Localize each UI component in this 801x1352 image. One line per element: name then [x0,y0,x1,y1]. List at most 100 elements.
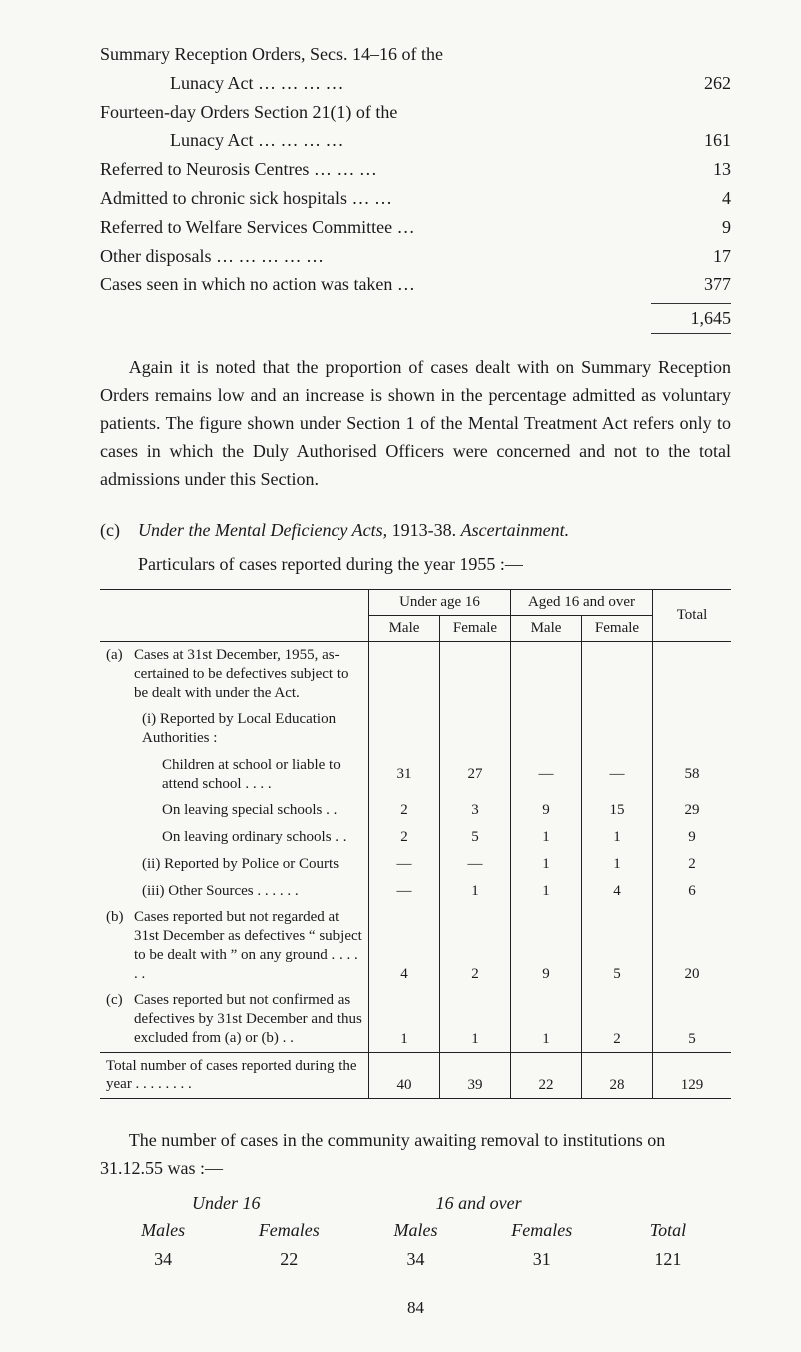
cell: 4 [582,878,653,905]
summary-item-value: 377 [671,270,731,299]
col-label: Females [226,1220,352,1241]
page: Summary Reception Orders, Secs. 14–16 of… [0,0,801,1352]
row-text: (ii) Reported by Police or Courts [106,855,362,874]
row-text: Cases reported but not regarded at 31st … [134,908,362,983]
table-row: (i) Reported by Local Education Authorit… [100,706,731,752]
row-text: Children at school or liable to attend s… [106,756,362,794]
cell: 3 [440,797,511,824]
table-row: (iii) Other Sources . . . . . . — 1 1 4 … [100,878,731,905]
row-tag: (b) [106,908,128,983]
col-value: 34 [352,1249,478,1270]
cell: 2 [653,851,732,878]
summary-list: Summary Reception Orders, Secs. 14–16 of… [100,40,731,334]
summary-item-label: Admitted to chronic sick hospitals … … [100,184,671,213]
summary-item: Cases seen in which no action was taken … [100,270,731,299]
col-label: Males [100,1220,226,1241]
cell: 9 [653,824,732,851]
cell: 22 [511,1052,582,1099]
row-text: On leaving special schools . . [106,801,362,820]
row-text: (i) Reported by Local Education Authorit… [106,710,362,748]
summary-item: Referred to Welfare Services Committee …… [100,213,731,242]
summary-item-label: Cases seen in which no action was taken … [100,270,671,299]
col-value: 31 [479,1249,605,1270]
summary-item: Fourteen-day Orders Section 21(1) of the [100,98,731,127]
section-c-subtitle: Particulars of cases reported during the… [100,550,731,579]
section-c-tag: (c) [100,516,128,545]
table-row: Children at school or liable to attend s… [100,752,731,798]
cell: — [440,851,511,878]
summary-item: Lunacy Act … … … … 161 [100,126,731,155]
summary-item: Other disposals … … … … … 17 [100,242,731,271]
cell: 27 [440,752,511,798]
summary-item-label: Lunacy Act … … … … [100,69,671,98]
cell: 2 [369,797,440,824]
cell: 40 [369,1052,440,1099]
cell: 1 [440,878,511,905]
section-c-title-italic-2: Ascertainment. [461,520,569,540]
cell: — [369,878,440,905]
cell: 5 [440,824,511,851]
summary-item: Admitted to chronic sick hospitals … … 4 [100,184,731,213]
table-header-total: Total [653,590,732,642]
cell: 6 [653,878,732,905]
table-row: On leaving ordinary schools . . 2 5 1 1 … [100,824,731,851]
summary-item-label: Referred to Neurosis Centres … … … [100,155,671,184]
col-value: 121 [605,1249,731,1270]
table-header-under16: Under age 16 [369,590,511,616]
cell: 31 [369,752,440,798]
table-row: (a) Cases at 31st December, 1955, as­cer… [100,642,731,707]
summary-item: Referred to Neurosis Centres … … … 13 [100,155,731,184]
summary-total: 1,645 [100,303,731,334]
table-header-male: Male [369,616,440,642]
community-over-label: 16 and over [352,1193,604,1214]
cell: 58 [653,752,732,798]
summary-item-label: Referred to Welfare Services Committee … [100,213,671,242]
summary-item-label: Other disposals … … … … … [100,242,671,271]
table-header-male: Male [511,616,582,642]
cell: — [511,752,582,798]
table-row: (b) Cases reported but not regarded at 3… [100,904,731,987]
summary-item-label: Summary Reception Orders, Secs. 14–16 of… [100,40,671,69]
summary-item-value: 9 [671,213,731,242]
table-header-female: Female [582,616,653,642]
table-header-blank [100,590,369,642]
col-label: Total [605,1220,731,1241]
community-under-label: Under 16 [100,1193,352,1214]
cell: 129 [653,1052,732,1099]
summary-item-value: 17 [671,242,731,271]
cell: 1 [511,987,582,1052]
row-text: On leaving ordinary schools . . [106,828,362,847]
cell: 15 [582,797,653,824]
cell: 20 [653,904,732,987]
cell: 2 [582,987,653,1052]
community-columns: Under 16 16 and over Males Females Males… [100,1193,731,1270]
table-total-row: Total number of cases reported during th… [100,1052,731,1099]
cell: 28 [582,1052,653,1099]
col-value: 22 [226,1249,352,1270]
summary-item: Lunacy Act … … … … 262 [100,69,731,98]
row-tag: (a) [106,646,128,702]
summary-item-value: 4 [671,184,731,213]
paragraph: Again it is noted that the proportion of… [100,354,731,493]
table-row: On leaving special schools . . 2 3 9 15 … [100,797,731,824]
col-label: Females [479,1220,605,1241]
cell: 9 [511,904,582,987]
cell: 1 [511,824,582,851]
cell: 1 [511,851,582,878]
cell: 1 [511,878,582,905]
total-label: Total number of cases reported during th… [100,1052,369,1099]
cell: 1 [582,851,653,878]
col-label: Males [352,1220,478,1241]
cell: — [582,752,653,798]
cell: 5 [582,904,653,987]
summary-item-label: Fourteen-day Orders Section 21(1) of the [100,98,671,127]
cell: 9 [511,797,582,824]
cell: 39 [440,1052,511,1099]
cases-table: Under age 16 Aged 16 and over Total Male… [100,589,731,1099]
cell: — [369,851,440,878]
row-text: Cases at 31st December, 1955, as­certain… [134,646,362,702]
table-header-aged16over: Aged 16 and over [511,590,653,616]
cell: 1 [440,987,511,1052]
cell: 4 [369,904,440,987]
cell: 2 [369,824,440,851]
